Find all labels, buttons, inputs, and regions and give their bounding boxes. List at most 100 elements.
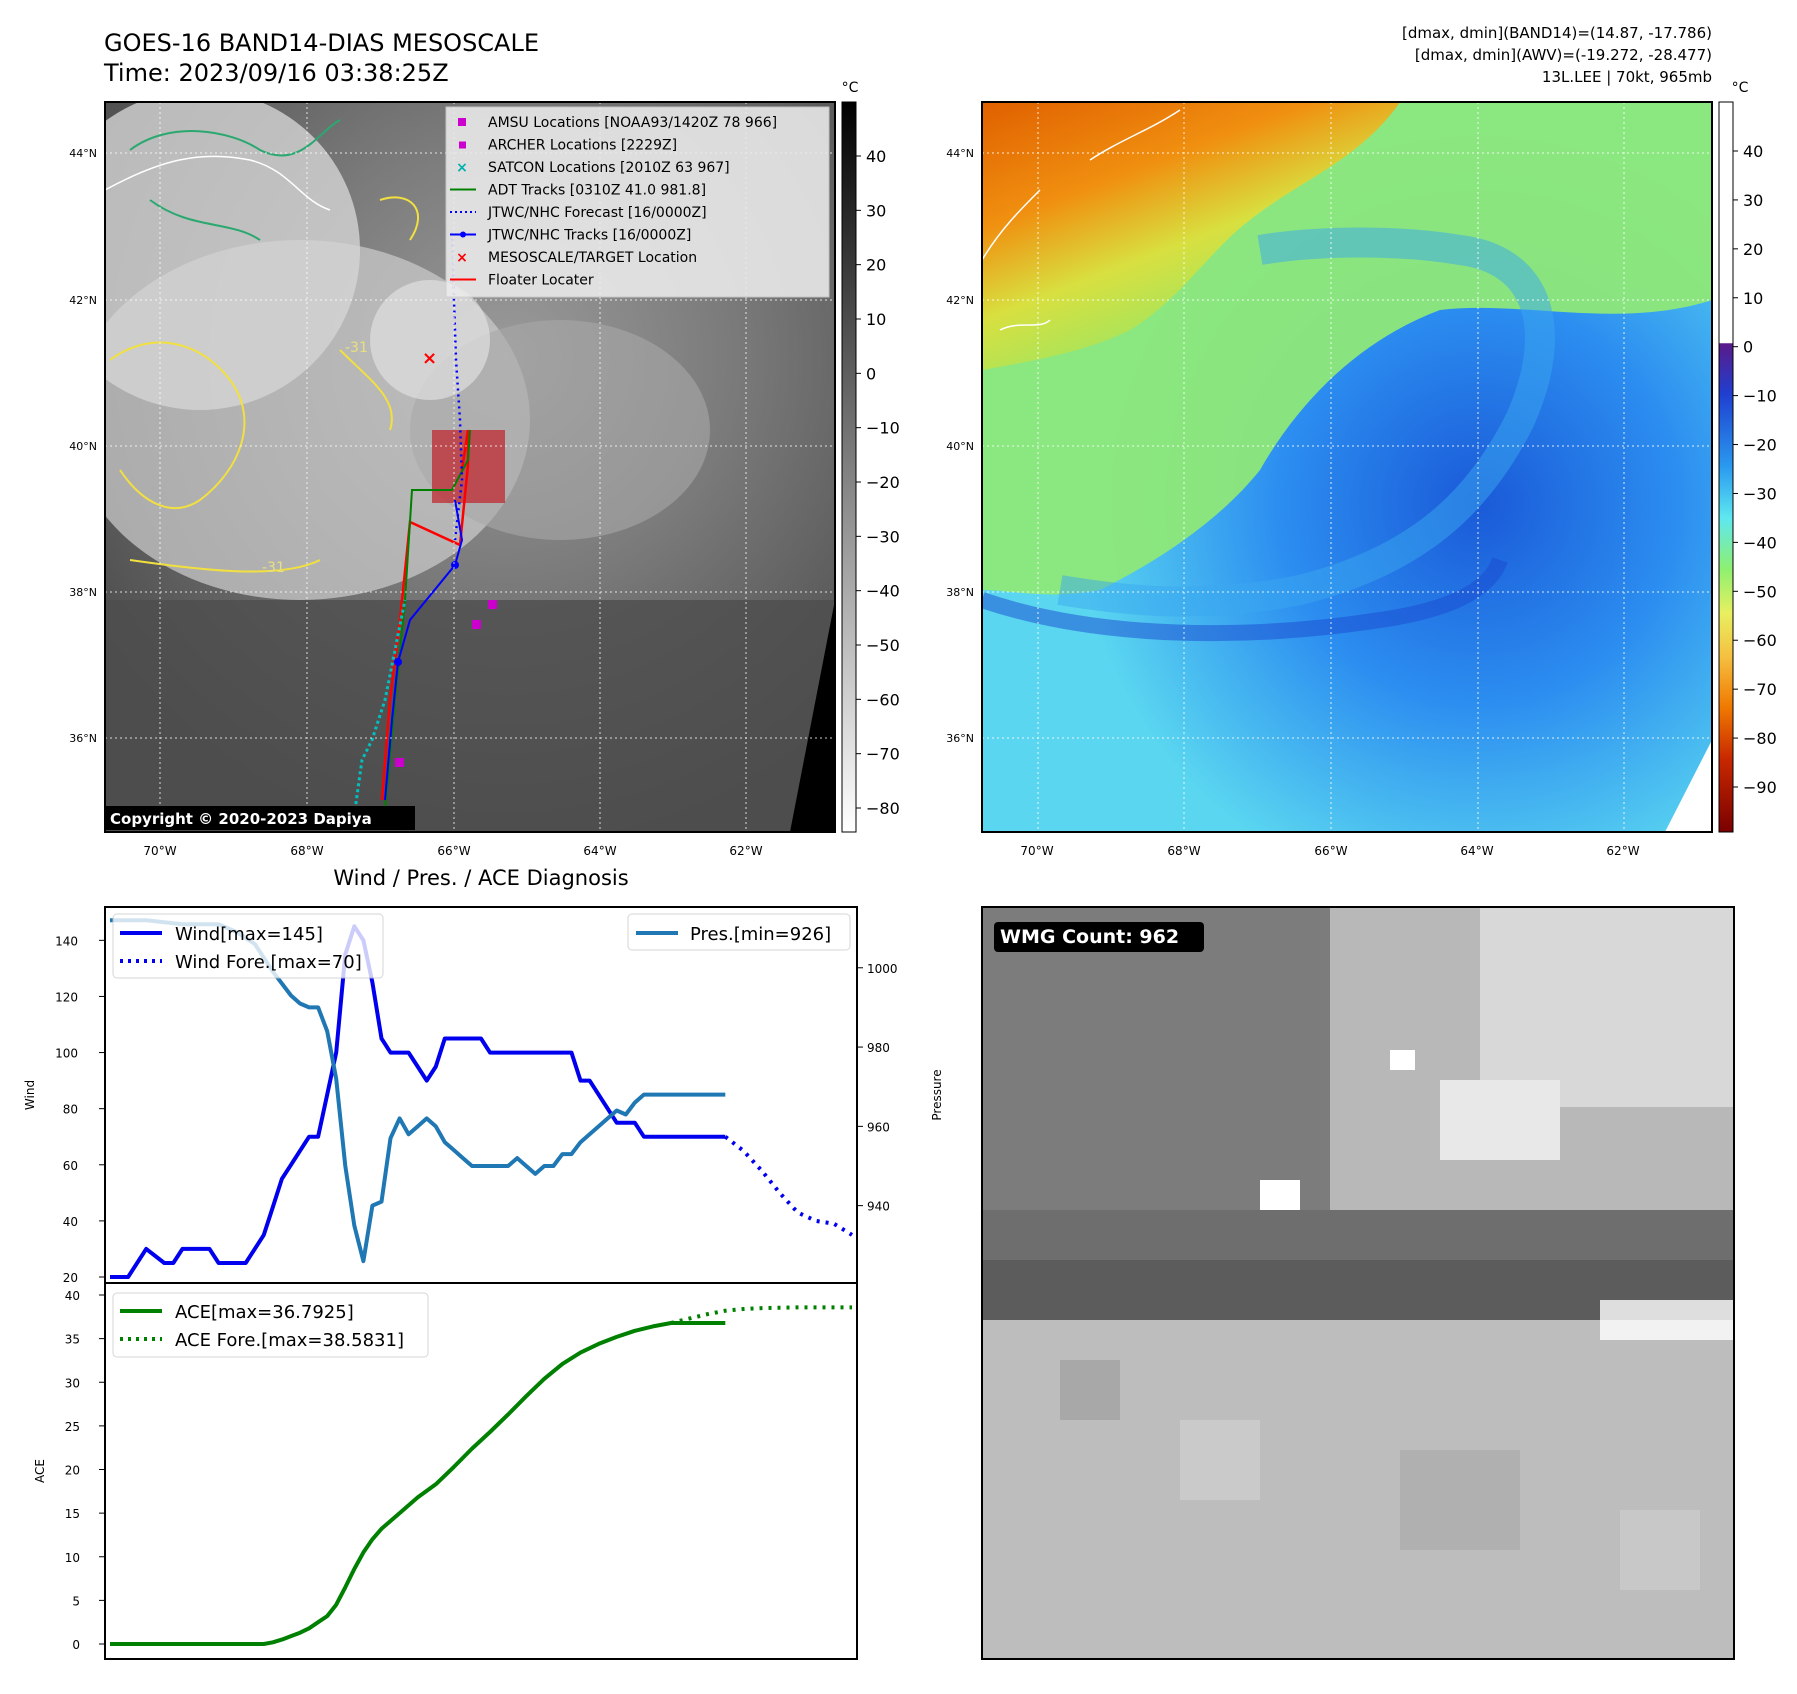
lat-tick-label: 40°N xyxy=(69,440,97,453)
series-line xyxy=(110,924,726,1279)
legend-label: Floater Locater xyxy=(488,273,594,289)
legend-label: AMSU Locations [NOAA93/1420Z 78 966] xyxy=(488,115,777,131)
legend-marker: × xyxy=(456,250,468,266)
ace-ytick-label: 40 xyxy=(65,1289,80,1303)
floater-locater-line xyxy=(380,429,470,801)
legend-label: MESOSCALE/TARGET Location xyxy=(488,250,697,266)
wv-grid xyxy=(982,102,1712,832)
lon-tick-label: 68°W xyxy=(290,844,323,858)
ace-chart: 0 5 10 15 20 25 30 35 40 ACE ACE[max=36.7925] AC… xyxy=(33,1282,858,1660)
colorbar-tick-label: 0 xyxy=(1743,338,1753,357)
wv-lon-ticks: 70°W 68°W 66°W 64°W 62°W xyxy=(1020,844,1639,858)
lat-tick-label: 36°N xyxy=(946,732,974,745)
lat-tick-label: 40°N xyxy=(946,440,974,453)
colorbar-tick-label: 0 xyxy=(866,364,876,383)
wind-ytick-label: 140 xyxy=(55,934,78,948)
wind-ytick-label: 80 xyxy=(63,1103,78,1117)
wind-ytick-label: 20 xyxy=(63,1271,78,1285)
diagnosis-title: Wind / Pres. / ACE Diagnosis xyxy=(333,866,628,890)
lat-tick-label: 38°N xyxy=(69,586,97,599)
wmg-panel: WMG Count: 962 xyxy=(981,906,1735,1660)
lon-tick-label: 62°W xyxy=(729,844,762,858)
ace-ytick-label: 30 xyxy=(65,1376,80,1390)
legend-label: ARCHER Locations [2229Z] xyxy=(488,138,677,154)
pressure-ytick-label: 1000 xyxy=(867,962,898,976)
archer-location-marker xyxy=(472,620,481,629)
colorbar-tick-label: −70 xyxy=(866,745,900,764)
legend-marker: × xyxy=(456,160,468,176)
colorbar-tick-label: 40 xyxy=(866,147,886,166)
series-line xyxy=(110,918,726,1264)
ace-ytick-label: 15 xyxy=(65,1507,80,1521)
wind-legend-label: Wind[max=145] xyxy=(175,924,323,945)
lat-tick-label: 42°N xyxy=(946,294,974,307)
ir-lon-ticks: 70°W 68°W 66°W 64°W 62°W xyxy=(143,844,762,858)
colorbar-tick-label: −40 xyxy=(1743,533,1777,552)
lon-tick-label: 62°W xyxy=(1606,844,1639,858)
lat-tick-label: 44°N xyxy=(946,147,974,160)
ir-lat-ticks: 44°N 42°N 40°N 38°N 36°N xyxy=(69,147,97,745)
jtwc-track-line xyxy=(384,499,464,801)
ace-ytick-label: 0 xyxy=(72,1638,80,1652)
colorbar-tick-label: −50 xyxy=(1743,582,1777,601)
colorbar-tick-label: 10 xyxy=(1743,289,1763,308)
series-line xyxy=(724,1135,854,1237)
series-line xyxy=(110,1321,726,1646)
legend-marker xyxy=(460,231,466,238)
legend-label: SATCON Locations [2010Z 63 967] xyxy=(488,160,730,176)
wv-panel: °C 403020100−10−20−30−40−50−60−70−80−90 … xyxy=(946,80,1777,858)
green-contour xyxy=(129,119,341,241)
colorbar-tick-label: −20 xyxy=(1743,436,1777,455)
colorbar-tick-label: 30 xyxy=(1743,191,1763,210)
wind-pressure-chart: 20 40 60 80 100 120 140 940 960 980 1000 Wind Pre… xyxy=(23,906,944,1285)
pressure-legend: Pres.[min=926] xyxy=(627,913,851,951)
archer-location-marker xyxy=(395,758,404,767)
copyright-text: Copyright © 2020-2023 Dapiya xyxy=(110,810,372,828)
satcon-track-line xyxy=(353,599,407,811)
wv-colorbar-unit: °C xyxy=(1732,80,1749,96)
wmg-count-text: WMG Count: 962 xyxy=(1000,926,1179,948)
ace-ytick-label: 35 xyxy=(65,1333,80,1347)
wind-ytick-label: 60 xyxy=(63,1159,78,1173)
wmg-count-badge xyxy=(994,922,1204,952)
pressure-legend-label: Pres.[min=926] xyxy=(690,924,831,945)
wv-lat-ticks: 44°N 42°N 40°N 38°N 36°N xyxy=(946,147,974,745)
copyright-badge xyxy=(105,806,415,830)
contour-label: -31 xyxy=(345,340,368,356)
lat-tick-label: 42°N xyxy=(69,294,97,307)
pressure-ylabel: Pressure xyxy=(930,1069,944,1120)
colorbar-tick-label: −10 xyxy=(866,419,900,438)
ace-legend-label: ACE[max=36.7925] xyxy=(175,1302,354,1323)
legend-marker xyxy=(459,141,466,149)
colorbar-tick-label: 40 xyxy=(1743,142,1763,161)
colorbar-tick-label: −30 xyxy=(866,527,900,546)
wind-ytick-label: 120 xyxy=(55,990,78,1004)
lon-tick-label: 70°W xyxy=(1020,844,1053,858)
colorbar-tick-label: −20 xyxy=(866,473,900,492)
wind-forecast-legend-label: Wind Fore.[max=70] xyxy=(175,952,362,973)
ir-legend: AMSU Locations [NOAA93/1420Z 78 966] ARCH… xyxy=(445,106,830,298)
colorbar-tick-label: −50 xyxy=(866,636,900,655)
colorbar-tick-label: 30 xyxy=(866,201,886,220)
lat-tick-label: 38°N xyxy=(946,586,974,599)
colorbar-tick-label: −60 xyxy=(1743,631,1777,650)
series-line xyxy=(670,1305,852,1325)
wind-ylabel: Wind xyxy=(23,1080,37,1110)
ir-colorbar xyxy=(841,101,857,833)
wind-ytick-label: 40 xyxy=(63,1215,78,1229)
yellow-contour xyxy=(109,196,420,573)
meta-storm: 13L.LEE | 70kt, 965mb xyxy=(1542,68,1712,86)
ace-legend: ACE[max=36.7925] ACE Fore.[max=38.5831] xyxy=(112,1292,429,1358)
ir-panel: -31 -31 × xyxy=(69,80,900,858)
meta-awv: [dmax, dmin](AWV)=(-19.272, -28.477) xyxy=(1415,46,1712,64)
mesoscale-target-marker: × xyxy=(422,348,437,369)
ace-ytick-label: 25 xyxy=(65,1420,80,1434)
ir-colorbar-unit: °C xyxy=(842,80,859,96)
ace-forecast-legend-label: ACE Fore.[max=38.5831] xyxy=(175,1330,404,1351)
coastline xyxy=(105,155,331,211)
lon-tick-label: 64°W xyxy=(1460,844,1493,858)
wind-ytick-label: 100 xyxy=(55,1047,78,1061)
colorbar-tick-label: −30 xyxy=(1743,484,1777,503)
colorbar-tick-label: 20 xyxy=(866,256,886,275)
